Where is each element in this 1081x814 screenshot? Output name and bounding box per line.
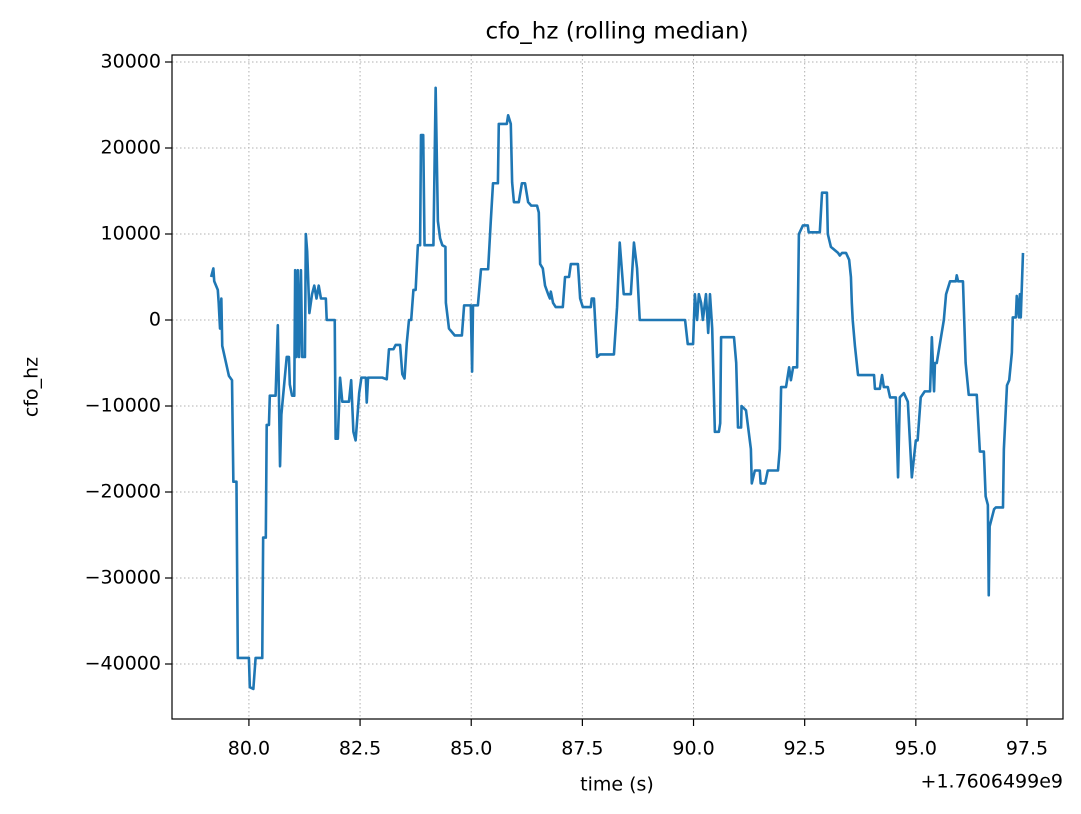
y-tick-label: −10000 <box>85 395 161 417</box>
y-tick-label: −30000 <box>85 567 161 589</box>
x-tick-label: 80.0 <box>228 738 270 760</box>
x-tick-label: 82.5 <box>339 738 381 760</box>
x-axis-label: time (s) <box>580 774 654 796</box>
y-tick-label: −40000 <box>85 653 161 675</box>
y-tick-label: 0 <box>149 309 161 331</box>
plot-frame <box>171 54 1064 720</box>
x-tick-label: 87.5 <box>561 738 603 760</box>
x-tick-label: 95.0 <box>895 738 937 760</box>
y-tick-label: 20000 <box>101 137 161 159</box>
chart-title: cfo_hz (rolling median) <box>485 19 748 45</box>
y-tick-label: 10000 <box>101 223 161 245</box>
x-tick-label: 97.5 <box>1006 738 1048 760</box>
y-tick-label: 30000 <box>101 51 161 73</box>
y-tick-label: −20000 <box>85 481 161 503</box>
x-tick-label: 90.0 <box>672 738 714 760</box>
y-axis-label: cfo_hz <box>21 357 43 417</box>
x-offset-text: +1.7606499e9 <box>921 771 1063 793</box>
x-tick-label: 85.0 <box>450 738 492 760</box>
data-line <box>209 86 1025 691</box>
x-tick-label: 92.5 <box>784 738 826 760</box>
